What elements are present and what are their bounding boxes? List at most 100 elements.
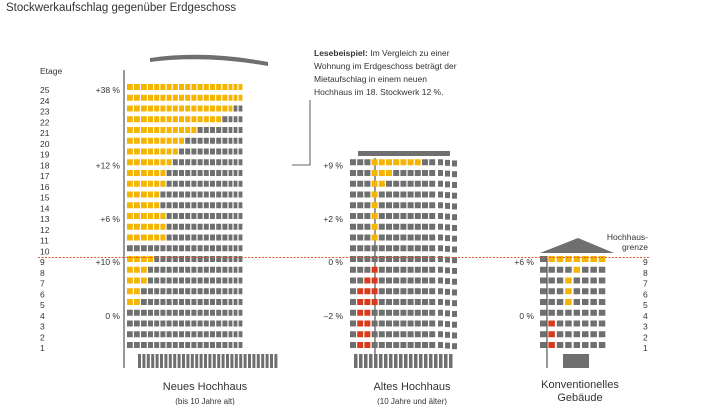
window (238, 202, 243, 209)
window (127, 288, 133, 295)
window (148, 148, 153, 155)
window (350, 213, 356, 219)
window (364, 213, 371, 219)
window (378, 213, 385, 219)
window (222, 245, 228, 252)
window (371, 266, 378, 273)
window (429, 180, 436, 187)
window (400, 299, 407, 305)
window (233, 94, 238, 101)
window (134, 148, 140, 155)
window (148, 245, 153, 252)
window (216, 309, 222, 316)
window (148, 256, 153, 262)
window (238, 277, 243, 284)
window (172, 256, 178, 262)
window (393, 213, 400, 219)
pct-label: 0 % (519, 311, 534, 321)
side-window (438, 245, 443, 252)
window (371, 191, 378, 198)
base-column (270, 354, 273, 368)
window (154, 234, 160, 241)
window (216, 94, 222, 101)
window (407, 299, 414, 305)
window (548, 299, 555, 305)
window (179, 116, 184, 123)
side-window (452, 192, 457, 199)
window (216, 137, 222, 144)
window (179, 320, 184, 327)
window (134, 94, 140, 101)
window (364, 245, 371, 252)
window (203, 170, 209, 176)
window (141, 127, 147, 133)
callout-line-2: Wohnung im Erdgeschoss beträgt der (314, 61, 457, 71)
window (127, 127, 133, 133)
window (429, 320, 436, 327)
side-window (445, 278, 450, 285)
floor-label-left: 14 (40, 203, 50, 213)
window (197, 180, 203, 187)
window (393, 266, 400, 273)
window (148, 320, 153, 327)
window (429, 256, 436, 262)
window (233, 148, 238, 155)
floor-label-right: 5 (643, 300, 648, 310)
window (429, 159, 436, 166)
window (203, 116, 209, 123)
window (191, 170, 197, 176)
window (127, 309, 133, 316)
side-window (438, 309, 443, 316)
window (590, 299, 597, 305)
window (141, 116, 147, 123)
window (148, 84, 153, 90)
window (393, 309, 400, 316)
window (238, 191, 243, 198)
window (216, 320, 222, 327)
window (179, 213, 184, 219)
window (197, 320, 203, 327)
window (148, 137, 153, 144)
window (400, 288, 407, 295)
window (210, 105, 215, 112)
window (222, 94, 228, 101)
window (357, 342, 364, 348)
window (378, 256, 385, 262)
caption-altes-hochhaus: Altes Hochhaus (373, 381, 451, 393)
window (154, 148, 160, 155)
window (166, 277, 172, 284)
window (160, 331, 166, 338)
window (127, 256, 133, 262)
window (414, 170, 421, 176)
window (191, 288, 197, 295)
window (148, 331, 153, 338)
window (565, 309, 572, 316)
hochhaus-grenze-label-1: Hochhaus- (607, 232, 648, 242)
window (179, 170, 184, 176)
window (160, 94, 166, 101)
window (350, 170, 356, 176)
window (166, 299, 172, 305)
window (141, 234, 147, 241)
side-window (452, 203, 457, 210)
window (350, 288, 356, 295)
window (141, 213, 147, 219)
window (141, 320, 147, 327)
window (172, 84, 178, 90)
side-window (438, 299, 443, 305)
window (154, 245, 160, 252)
window (429, 299, 436, 305)
window (127, 84, 133, 90)
roof-arc (150, 54, 268, 66)
window (386, 234, 392, 241)
window (191, 94, 197, 101)
side-window (445, 245, 450, 252)
window (393, 331, 400, 338)
window (191, 331, 197, 338)
window (203, 245, 209, 252)
window (191, 105, 197, 112)
window (350, 342, 356, 348)
window (160, 180, 166, 187)
window (154, 213, 160, 219)
window (197, 331, 203, 338)
